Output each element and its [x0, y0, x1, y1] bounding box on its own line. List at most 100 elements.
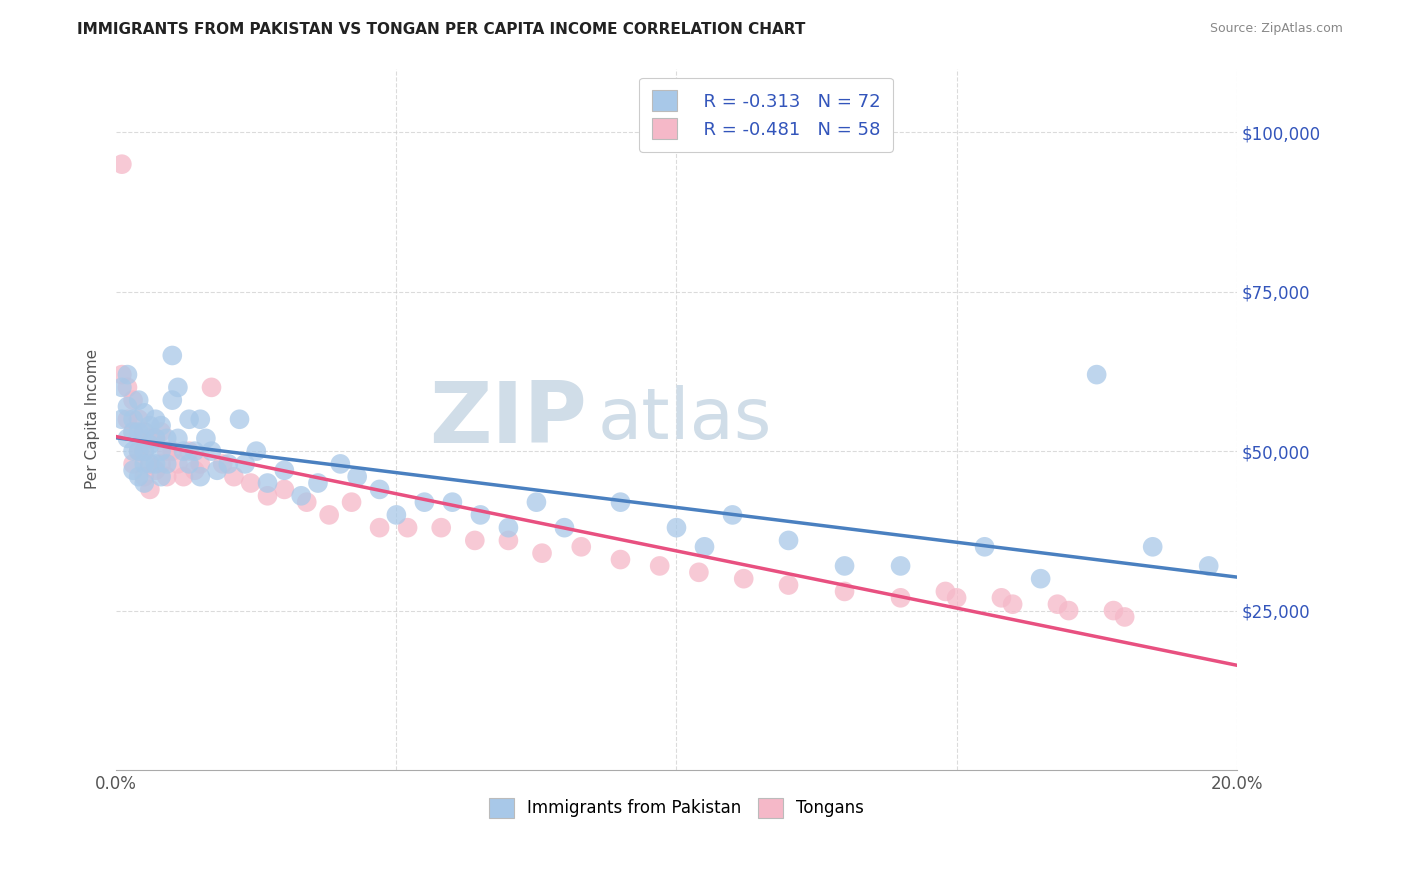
- Point: [145, 431, 167, 445]
- Point: [307, 476, 329, 491]
- Point: [245, 444, 267, 458]
- Point: [318, 508, 340, 522]
- Point: [973, 540, 995, 554]
- Y-axis label: Per Capita Income: Per Capita Income: [86, 349, 100, 490]
- Text: IMMIGRANTS FROM PAKISTAN VS TONGAN PER CAPITA INCOME CORRELATION CHART: IMMIGRANTS FROM PAKISTAN VS TONGAN PER C…: [77, 22, 806, 37]
- Point: [340, 495, 363, 509]
- Point: [239, 476, 262, 491]
- Point: [531, 546, 554, 560]
- Point: [111, 412, 134, 426]
- Point: [162, 349, 184, 363]
- Point: [211, 457, 233, 471]
- Point: [1057, 603, 1080, 617]
- Point: [290, 489, 312, 503]
- Point: [346, 469, 368, 483]
- Point: [778, 533, 800, 548]
- Point: [205, 463, 228, 477]
- Point: [934, 584, 956, 599]
- Point: [128, 444, 150, 458]
- Point: [990, 591, 1012, 605]
- Point: [139, 457, 162, 471]
- Point: [134, 457, 156, 471]
- Point: [194, 431, 217, 445]
- Point: [396, 521, 419, 535]
- Point: [145, 463, 167, 477]
- Point: [183, 444, 205, 458]
- Point: [665, 521, 688, 535]
- Point: [498, 521, 520, 535]
- Point: [430, 521, 453, 535]
- Point: [139, 418, 162, 433]
- Point: [128, 444, 150, 458]
- Point: [693, 540, 716, 554]
- Point: [834, 558, 856, 573]
- Point: [1085, 368, 1108, 382]
- Point: [228, 412, 250, 426]
- Point: [139, 431, 162, 445]
- Point: [156, 457, 179, 471]
- Point: [134, 476, 156, 491]
- Point: [150, 444, 173, 458]
- Point: [890, 591, 912, 605]
- Point: [111, 368, 134, 382]
- Point: [256, 489, 278, 503]
- Point: [1046, 597, 1069, 611]
- Point: [200, 380, 222, 394]
- Point: [385, 508, 408, 522]
- Point: [117, 400, 139, 414]
- Point: [117, 412, 139, 426]
- Text: atlas: atlas: [598, 384, 772, 454]
- Point: [122, 457, 145, 471]
- Point: [117, 431, 139, 445]
- Point: [117, 368, 139, 382]
- Point: [733, 572, 755, 586]
- Point: [134, 425, 156, 439]
- Point: [122, 412, 145, 426]
- Point: [134, 444, 156, 458]
- Point: [177, 444, 200, 458]
- Point: [145, 457, 167, 471]
- Point: [1029, 572, 1052, 586]
- Point: [128, 412, 150, 426]
- Point: [834, 584, 856, 599]
- Point: [145, 412, 167, 426]
- Point: [156, 469, 179, 483]
- Point: [128, 425, 150, 439]
- Point: [134, 406, 156, 420]
- Point: [441, 495, 464, 509]
- Point: [122, 425, 145, 439]
- Point: [177, 457, 200, 471]
- Point: [526, 495, 548, 509]
- Point: [648, 558, 671, 573]
- Point: [1102, 603, 1125, 617]
- Point: [413, 495, 436, 509]
- Point: [1142, 540, 1164, 554]
- Point: [150, 457, 173, 471]
- Point: [233, 457, 256, 471]
- Text: ZIP: ZIP: [429, 377, 586, 461]
- Point: [188, 412, 211, 426]
- Point: [128, 469, 150, 483]
- Point: [368, 521, 391, 535]
- Point: [167, 380, 190, 394]
- Point: [273, 483, 295, 497]
- Point: [177, 412, 200, 426]
- Legend: Immigrants from Pakistan, Tongans: Immigrants from Pakistan, Tongans: [482, 791, 870, 825]
- Point: [778, 578, 800, 592]
- Point: [117, 380, 139, 394]
- Point: [890, 558, 912, 573]
- Point: [145, 431, 167, 445]
- Point: [139, 457, 162, 471]
- Point: [111, 157, 134, 171]
- Point: [134, 469, 156, 483]
- Point: [188, 469, 211, 483]
- Point: [609, 552, 631, 566]
- Point: [134, 444, 156, 458]
- Point: [150, 425, 173, 439]
- Point: [200, 444, 222, 458]
- Point: [188, 457, 211, 471]
- Point: [162, 393, 184, 408]
- Point: [173, 444, 195, 458]
- Point: [162, 444, 184, 458]
- Point: [156, 431, 179, 445]
